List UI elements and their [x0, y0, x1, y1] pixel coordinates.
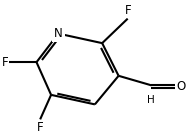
- Text: F: F: [37, 121, 43, 134]
- Text: N: N: [54, 27, 63, 40]
- Text: F: F: [2, 56, 8, 69]
- Text: H: H: [147, 95, 154, 105]
- Text: F: F: [124, 4, 131, 17]
- Text: O: O: [176, 80, 185, 93]
